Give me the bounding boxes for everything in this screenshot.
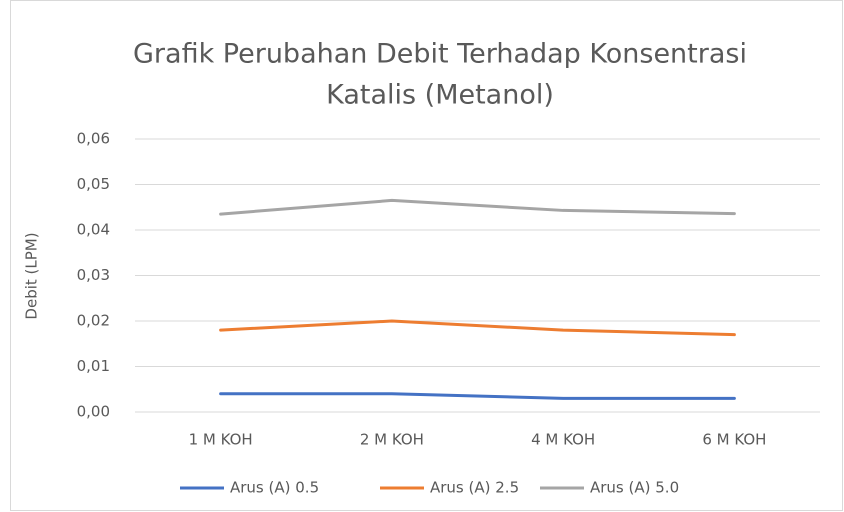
y-tick-label: 0,02: [77, 312, 110, 330]
y-tick-label: 0,06: [77, 130, 110, 148]
line-series: [219, 392, 736, 400]
legend-label: Arus (A) 0.5: [230, 479, 319, 497]
x-tick-label: 2 M KOH: [360, 431, 424, 449]
x-tick-label: 4 M KOH: [531, 431, 595, 449]
chart-title: Katalis (Metanol): [326, 80, 554, 111]
y-tick-label: 0,05: [77, 175, 110, 193]
chart-title: Grafik Perubahan Debit Terhadap Konsentr…: [133, 39, 747, 70]
y-tick-label: 0,04: [77, 221, 110, 239]
chart-border: [10, 0, 843, 511]
legend-label: Arus (A) 2.5: [430, 479, 519, 497]
line-series: [219, 198, 736, 216]
line-series: [219, 319, 736, 337]
y-axis-label: Debit (LPM): [23, 232, 41, 319]
y-tick-label: 0,00: [77, 403, 110, 421]
legend-label: Arus (A) 5.0: [590, 479, 679, 497]
y-tick-label: 0,01: [77, 357, 110, 375]
y-tick-label: 0,03: [77, 266, 110, 284]
x-tick-label: 1 M KOH: [189, 431, 253, 449]
x-tick-label: 6 M KOH: [702, 431, 766, 449]
